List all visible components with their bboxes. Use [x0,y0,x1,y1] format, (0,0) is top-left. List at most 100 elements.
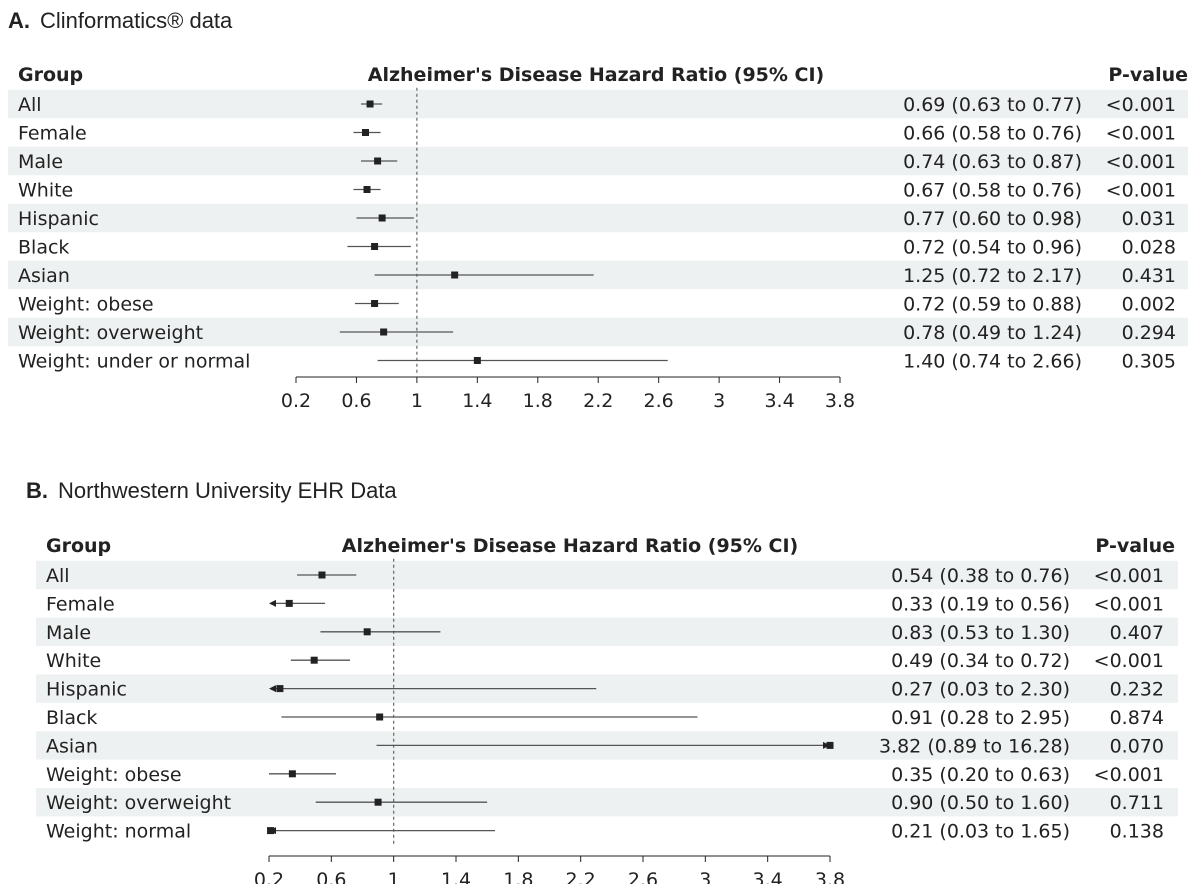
p-value: 0.138 [1110,821,1164,843]
group-label: Male [18,151,63,173]
forest-row: Female 0.66 (0.58 to 0.76) <0.001 [18,123,1176,145]
x-tick-label: 1.4 [441,869,471,884]
x-tick-label: 3.4 [753,869,783,884]
ci-text: 0.72 (0.59 to 0.88) [903,294,1082,316]
group-label: Weight: overweight [46,792,231,814]
x-tick-label: 1.8 [503,869,533,884]
hr-point [276,685,284,693]
ci-text: 1.40 (0.74 to 2.66) [903,351,1082,373]
group-label: Weight: under or normal [18,351,250,373]
group-label: Female [18,123,87,145]
hr-point [451,271,459,279]
p-value: <0.001 [1106,180,1176,202]
x-tick-label: 3 [713,390,725,412]
group-label: Weight: obese [46,764,182,786]
x-tick-label: 1.4 [462,390,492,412]
group-label: Female [46,593,115,615]
ci-text: 0.90 (0.50 to 1.60) [891,792,1070,814]
hr-point [366,100,374,108]
panel-a-forest: All 0.69 (0.63 to 0.77) <0.001 Female 0.66 (… [8,87,1188,412]
hr-point [371,243,379,250]
x-tick-label: 0.6 [341,390,371,412]
forest-row: Female 0.33 (0.19 to 0.56) <0.001 [46,593,1164,615]
x-tick-label: 0.6 [316,869,346,884]
forest-row: Weight: obese 0.35 (0.20 to 0.63) <0.001 [46,764,1164,786]
ci-arrow-left [269,685,276,693]
hr-point [362,129,370,136]
x-tick-label: 3.8 [825,390,855,412]
group-label: Asian [18,265,70,287]
ci-text: 0.77 (0.60 to 0.98) [903,208,1082,230]
forest-row: Hispanic 0.27 (0.03 to 2.30) 0.232 [46,679,1164,701]
group-label: White [18,180,73,202]
x-tick-label: 3.8 [815,869,845,884]
group-label: Black [18,237,69,259]
p-value: 0.305 [1122,351,1176,373]
panel-a-p-header: P-value [1108,64,1188,86]
forest-row: Weight: overweight 0.78 (0.49 to 1.24) 0.2… [18,322,1176,344]
panel-a-group-header: Group [18,64,83,86]
group-label: Weight: obese [18,294,154,316]
forest-row: All 0.69 (0.63 to 0.77) <0.001 [18,94,1176,116]
panel-b-forest: All 0.54 (0.38 to 0.76) <0.001 Female 0.33 (… [36,558,1178,884]
x-tick-label: 1 [411,390,423,412]
svg-text:B. Northwestern Universi: B. Northwestern University EHR Data [26,478,397,503]
group-label: Weight: overweight [18,322,203,344]
group-label: All [18,94,42,116]
x-tick-label: 1.8 [523,390,553,412]
x-tick-label: 3.4 [764,390,794,412]
svg-text:A. Clinformatics® data: A. Clinformatics® data [8,8,233,33]
x-tick-label: 3 [699,869,711,884]
panel-a-label: A. [8,8,30,33]
forest-row: White 0.67 (0.58 to 0.76) <0.001 [18,180,1176,202]
ci-text: 3.82 (0.89 to 16.28) [879,735,1070,757]
forest-row: Hispanic 0.77 (0.60 to 0.98) 0.031 [18,208,1176,230]
x-axis: 0.2 0.6 1 1.4 1.8 2.2 2.6 3 3.4 3.8 [281,376,855,412]
ci-text: 0.69 (0.63 to 0.77) [903,94,1082,116]
hr-point [376,713,384,721]
p-value: <0.001 [1094,650,1164,672]
x-tick-label: 2.6 [644,390,674,412]
forest-row: Asian 3.82 (0.89 to 16.28) 0.070 [46,735,1164,757]
x-tick-label: 0.2 [254,869,284,884]
hr-point [371,300,379,307]
x-tick-label: 2.2 [583,390,613,412]
hr-point [288,770,296,778]
group-label: All [46,565,70,587]
p-value: 0.874 [1110,707,1164,729]
forest-row: Weight: under or normal 1.40 (0.74 to 2.6… [18,351,1176,373]
p-value: 0.431 [1122,265,1176,287]
forest-row: Black 0.91 (0.28 to 2.95) 0.874 [46,707,1164,729]
forest-row: Weight: normal 0.21 (0.03 to 1.65) 0.138 [46,821,1164,843]
hr-point [363,628,371,636]
row-stripe [8,89,1188,119]
panel-a-title: Clinformatics® data [40,8,233,33]
row-stripe [36,674,1178,703]
p-value: 0.407 [1110,622,1164,644]
group-label: Hispanic [18,208,99,230]
p-value: 0.294 [1122,322,1176,344]
ci-text: 0.72 (0.54 to 0.96) [903,237,1082,259]
forest-row: Weight: obese 0.72 (0.59 to 0.88) 0.002 [18,294,1176,316]
panel-b-group-header: Group [46,535,111,557]
forest-row: Male 0.74 (0.63 to 0.87) <0.001 [18,151,1176,173]
row-stripe [8,146,1188,176]
p-value: 0.070 [1110,735,1164,757]
hr-point [318,571,326,579]
ci-text: 0.66 (0.58 to 0.76) [903,123,1082,145]
ci-text: 0.74 (0.63 to 0.87) [903,151,1082,173]
forest-row: All 0.54 (0.38 to 0.76) <0.001 [46,565,1164,587]
x-tick-label: 1 [388,869,400,884]
row-stripe [36,788,1178,817]
forest-row: Weight: overweight 0.90 (0.50 to 1.60) 0.7… [46,792,1164,814]
p-value: <0.001 [1094,565,1164,587]
ci-text: 0.35 (0.20 to 0.63) [891,764,1070,786]
hr-point [267,827,275,835]
ci-text: 0.83 (0.53 to 1.30) [891,622,1070,644]
group-label: Hispanic [46,679,127,701]
ci-text: 0.91 (0.28 to 2.95) [891,707,1070,729]
row-stripe [36,560,1178,590]
hr-point [374,798,382,806]
hr-point [826,741,834,749]
group-label: Male [46,622,91,644]
